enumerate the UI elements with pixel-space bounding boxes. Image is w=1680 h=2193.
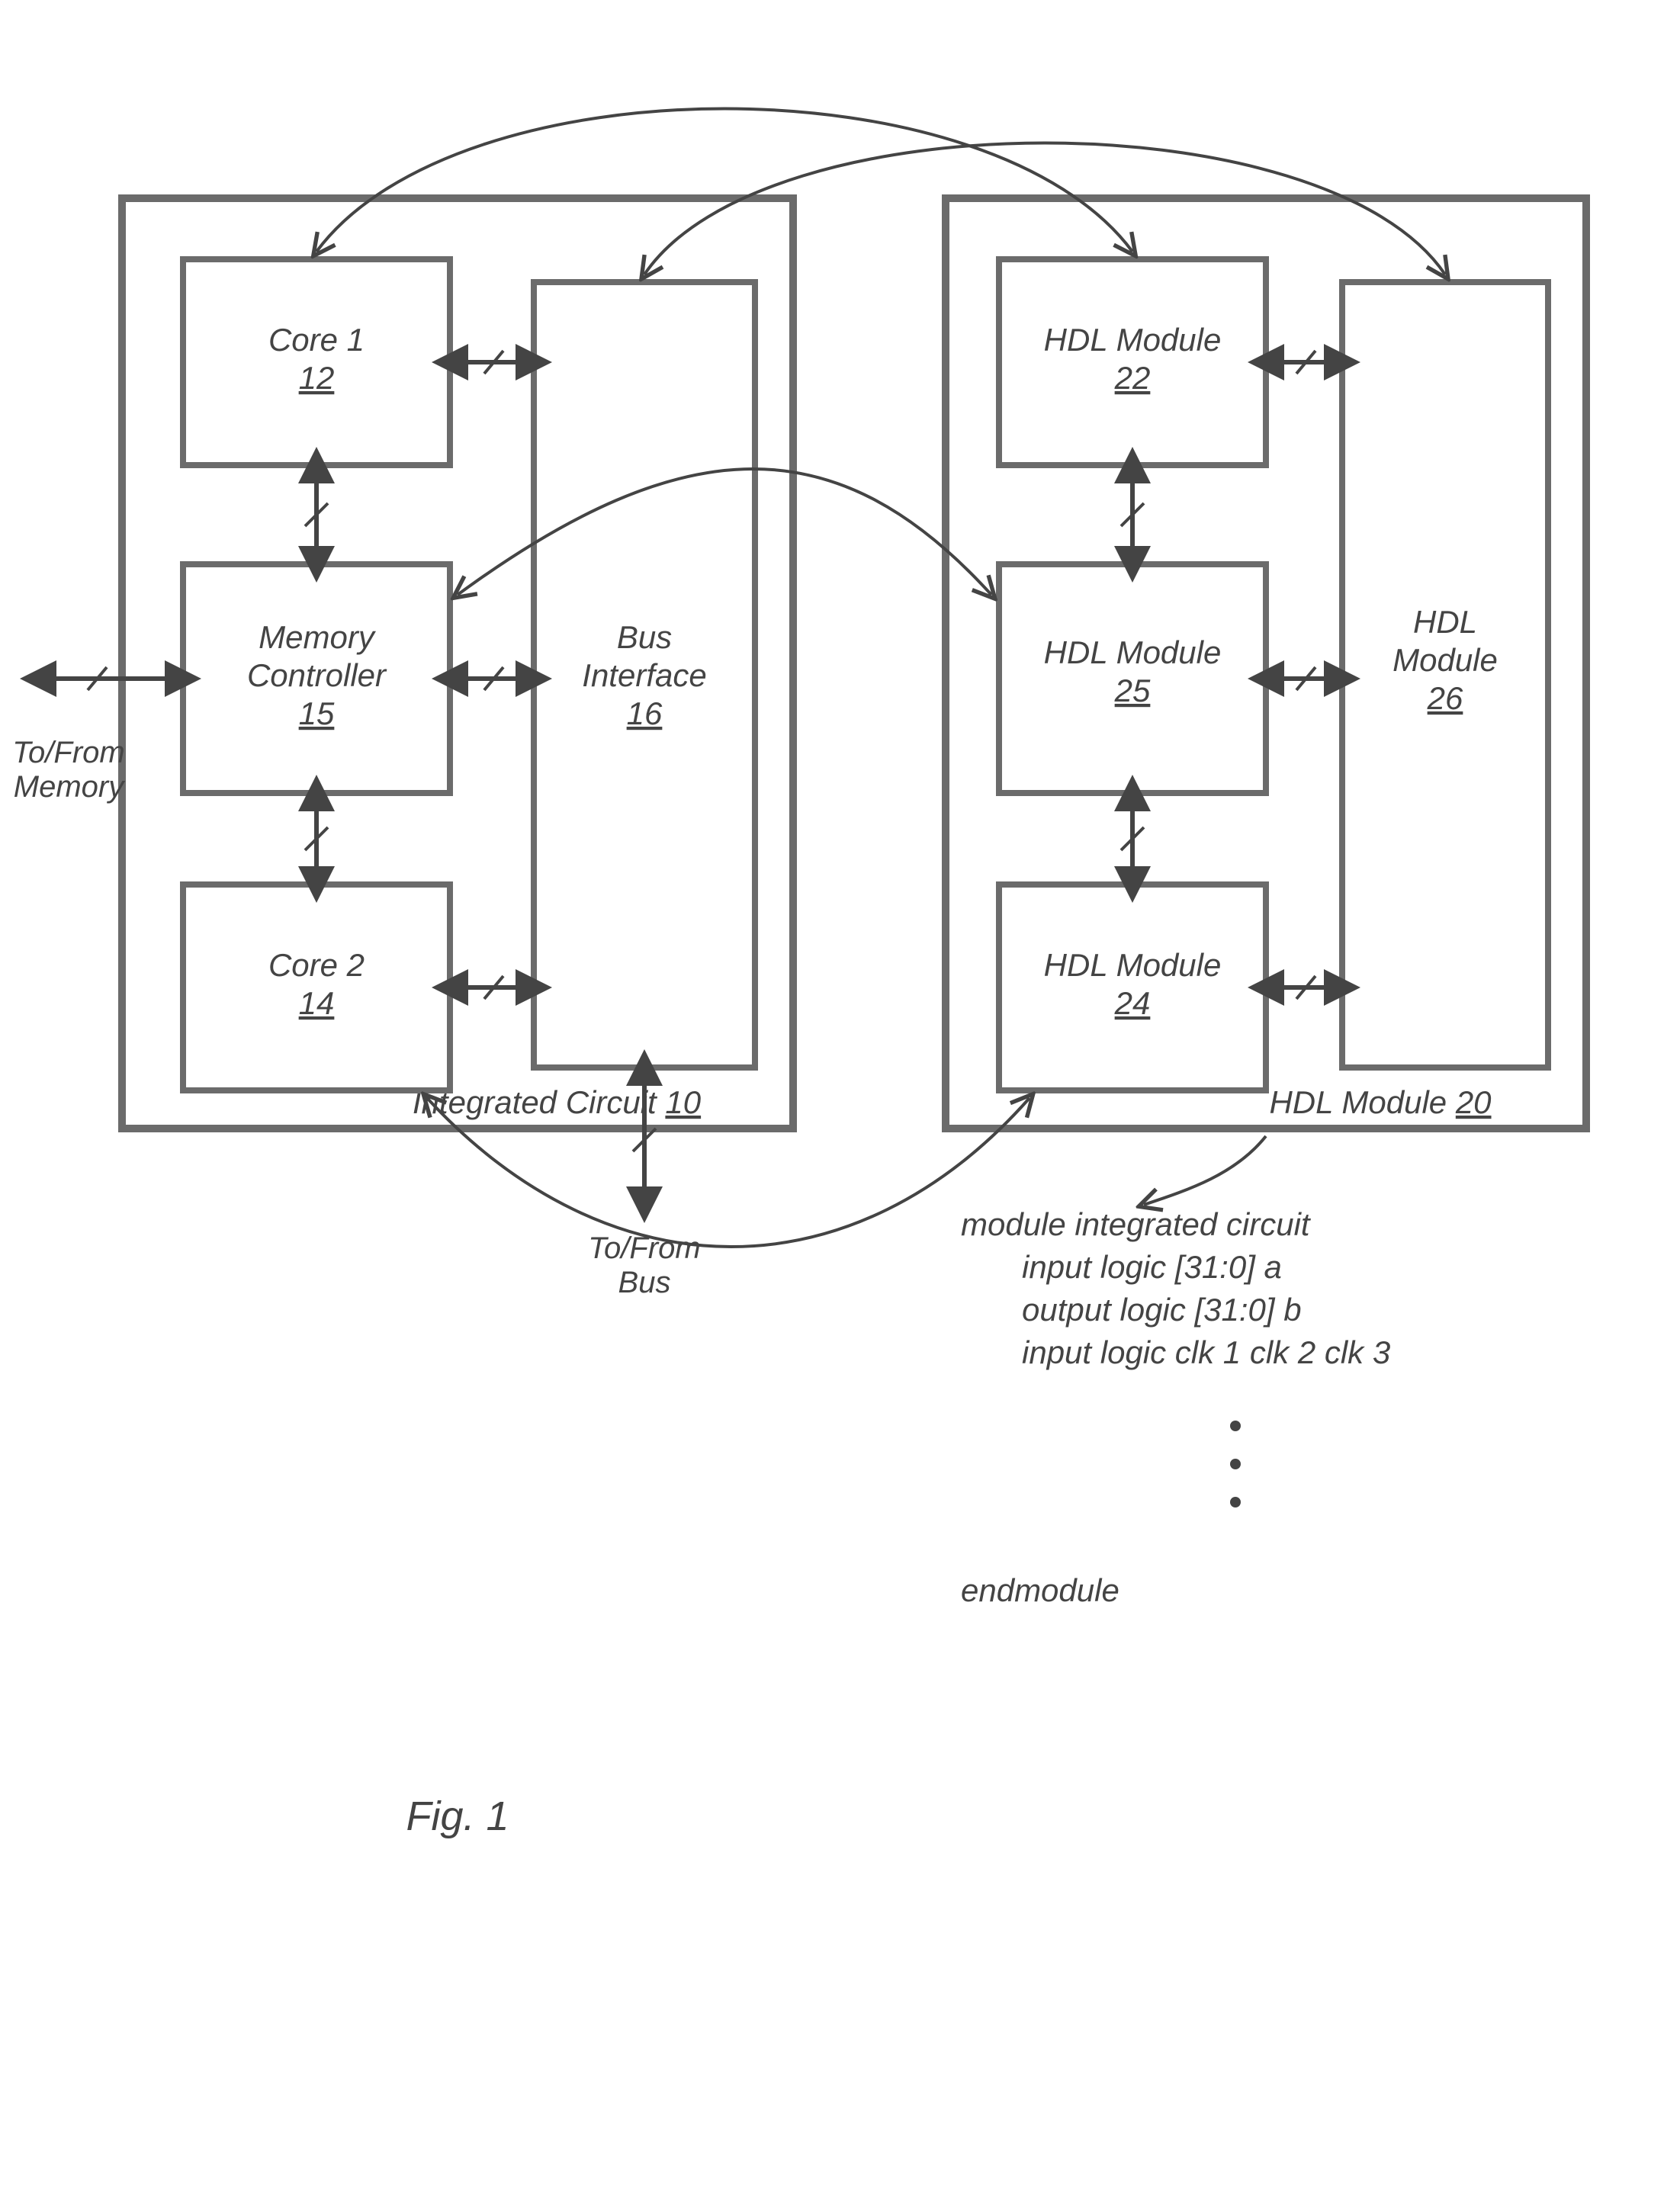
core2-number: 14 bbox=[299, 985, 335, 1021]
core1-box: Core 1 12 bbox=[183, 259, 450, 465]
figure-label: Fig. 1 bbox=[406, 1793, 509, 1839]
hdl26-title-2: Module bbox=[1393, 642, 1498, 678]
code-endmodule: endmodule bbox=[961, 1572, 1119, 1608]
bus-interface-box: Bus Interface 16 bbox=[534, 282, 755, 1068]
hdl24-number: 24 bbox=[1114, 985, 1151, 1021]
hdl25-number: 25 bbox=[1114, 673, 1151, 708]
code-pointer bbox=[1144, 1136, 1266, 1205]
bus-title-2: Interface bbox=[582, 657, 706, 693]
hdl-outer-label: HDL Module 20 bbox=[1269, 1084, 1492, 1120]
ic-outer-label: Integrated Circuit 10 bbox=[413, 1084, 702, 1120]
code-line-3: input logic clk 1 clk 2 clk 3 bbox=[1022, 1334, 1390, 1370]
bus-ext-label-2: Bus bbox=[618, 1266, 671, 1299]
core1-number: 12 bbox=[299, 360, 335, 396]
memory-label-2: Memory bbox=[14, 770, 126, 804]
hdl22-number: 22 bbox=[1114, 360, 1151, 396]
hdl22-title: HDL Module bbox=[1044, 322, 1222, 358]
ellipsis-dot bbox=[1230, 1497, 1241, 1507]
memctrl-title-1: Memory bbox=[259, 619, 377, 655]
code-snippet: module integrated circuit input logic [3… bbox=[961, 1206, 1390, 1608]
core1-title: Core 1 bbox=[268, 322, 365, 358]
memctrl-number: 15 bbox=[299, 695, 335, 731]
curve-core1-m22 bbox=[316, 109, 1132, 252]
ellipsis-dot bbox=[1230, 1459, 1241, 1469]
hdl22-box: HDL Module 22 bbox=[999, 259, 1266, 465]
hdl24-box: HDL Module 24 bbox=[999, 885, 1266, 1090]
hdl-module-block: HDL Module 20 HDL Module 22 HDL Module 2… bbox=[946, 198, 1586, 1129]
core2-box: Core 2 14 bbox=[183, 885, 450, 1090]
memctrl-box: Memory Controller 15 bbox=[183, 564, 450, 793]
curve-bus-m26 bbox=[644, 143, 1445, 275]
code-line-1: input logic [31:0] a bbox=[1022, 1249, 1282, 1285]
memory-label-1: To/From bbox=[12, 736, 124, 769]
bus-title-1: Bus bbox=[617, 619, 672, 655]
bus-number: 16 bbox=[627, 695, 663, 731]
hdl24-title: HDL Module bbox=[1044, 947, 1222, 983]
curve-memctrl-m25 bbox=[458, 469, 991, 595]
core2-title: Core 2 bbox=[268, 947, 365, 983]
integrated-circuit-block: Integrated Circuit 10 Core 1 12 Memory C… bbox=[12, 198, 793, 1299]
diagram-canvas: Integrated Circuit 10 Core 1 12 Memory C… bbox=[0, 0, 1680, 2193]
hdl25-box: HDL Module 25 bbox=[999, 564, 1266, 793]
ellipsis-dot bbox=[1230, 1421, 1241, 1431]
hdl26-box: HDL Module 26 bbox=[1342, 282, 1548, 1068]
curve-core2-m24 bbox=[427, 1098, 1030, 1247]
hdl26-number: 26 bbox=[1427, 680, 1463, 716]
hdl25-title: HDL Module bbox=[1044, 634, 1222, 670]
hdl26-title-1: HDL bbox=[1413, 604, 1477, 640]
memctrl-title-2: Controller bbox=[247, 657, 387, 693]
code-line-2: output logic [31:0] b bbox=[1022, 1292, 1302, 1328]
code-line-0: module integrated circuit bbox=[961, 1206, 1312, 1242]
